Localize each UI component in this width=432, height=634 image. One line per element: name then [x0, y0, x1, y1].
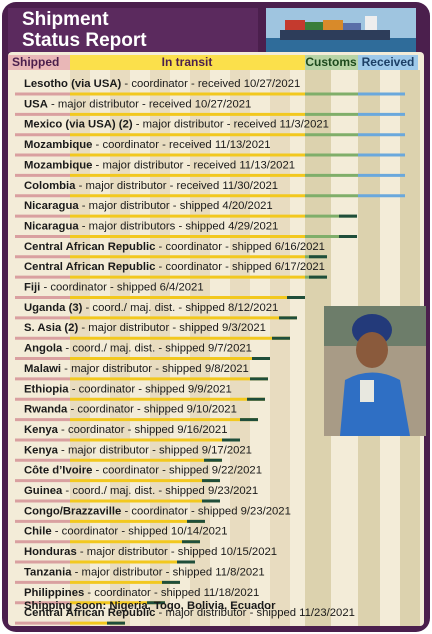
country: Chile: [24, 526, 52, 538]
detail: - major distributor - received 11/3/2021: [133, 119, 329, 131]
detail: - coordinator - shipped 9/9/2021: [69, 383, 232, 395]
detail: - coordinator - shipped 9/10/2021: [67, 404, 237, 416]
country: Tanzania: [24, 566, 72, 578]
row-text: Philippines - coordinator - shipped 11/1…: [24, 587, 259, 599]
stage-label: Shipped: [12, 55, 59, 69]
country: Central African Republic: [24, 241, 155, 253]
stage-label: Customs: [305, 55, 357, 69]
country: Uganda (3): [24, 302, 83, 314]
detail: - coordinator - shipped 9/16/2021: [58, 424, 228, 436]
country: Nicaragua: [24, 220, 79, 232]
title: Status Report: [22, 30, 147, 51]
country: Nicaragua: [24, 200, 79, 212]
detail: - major distributor - shipped 10/15/2021: [77, 546, 277, 558]
country: Ethiopia: [24, 383, 69, 395]
detail: - major distributors - shipped 4/29/2021: [79, 220, 279, 232]
row-text: Mozambique - coordinator - received 11/1…: [24, 139, 271, 151]
rows: Lesotho (via USA) - coordinator - receiv…: [15, 78, 405, 625]
stage-label: Received: [362, 55, 415, 69]
row-text: Honduras - major distributor - shipped 1…: [24, 546, 277, 558]
detail: - coordinator - shipped 10/14/2021: [52, 526, 228, 538]
row-text: Fiji - coordinator - shipped 6/4/2021: [24, 281, 204, 293]
detail: - major distributor - received 11/30/202…: [75, 180, 278, 192]
country: Angola: [24, 343, 63, 355]
detail: - coordinator - received 11/13/2021: [92, 139, 270, 151]
row-text: Lesotho (via USA) - coordinator - receiv…: [24, 78, 300, 90]
detail: - major distributor - shipped 9/17/2021: [58, 444, 252, 456]
row-text: Kenya - coordinator - shipped 9/16/2021: [24, 424, 228, 436]
country: Colombia: [24, 180, 76, 192]
country: S. Asia (2): [24, 322, 78, 334]
row-text: Tanzania - major distributor - shipped 1…: [24, 566, 265, 578]
country: Rwanda: [24, 404, 68, 416]
title-box: [8, 8, 258, 52]
row-text: Malawi - major distributor - shipped 9/8…: [24, 363, 249, 375]
row-text: Central African Republic - major distrib…: [24, 607, 355, 619]
detail: - coordinator - shipped 6/4/2021: [40, 281, 203, 293]
row-text: Guinea - coord./ maj. dist. - shipped 9/…: [24, 485, 258, 497]
detail: - major distributor - shipped 9/8/2021: [61, 363, 249, 375]
country: Lesotho (via USA): [24, 78, 122, 90]
row-text: Central African Republic - coordinator -…: [24, 261, 325, 273]
country: Mozambique: [24, 159, 92, 171]
country: Fiji: [24, 281, 40, 293]
country: Mozambique: [24, 139, 92, 151]
row-text: Uganda (3) - coord./ maj. dist. - shippe…: [24, 302, 278, 314]
row-text: Mexico (via USA) (2) - major distributor…: [24, 119, 329, 131]
ship-image: [266, 8, 416, 52]
row-text: Nicaragua - major distributor - shipped …: [24, 200, 273, 212]
row-text: Colombia - major distributor - received …: [24, 180, 278, 192]
row-text: Mozambique - major distributor - receive…: [24, 159, 295, 171]
detail: - major distributor - shipped 11/8/2021: [72, 566, 265, 578]
detail: - coordinator - shipped 9/23/2021: [121, 505, 291, 517]
footer: Shipping soon: Nigeria, Togo, Bolivia, E…: [24, 600, 276, 612]
country: Honduras: [24, 546, 77, 558]
detail: - major distributor - received 11/13/202…: [92, 159, 295, 171]
row-text: Nicaragua - major distributors - shipped…: [24, 220, 278, 232]
detail: - coord./ maj. dist. - shipped 8/12/2021: [82, 302, 278, 314]
title: Shipment: [22, 9, 109, 30]
detail: - coordinator - shipped 6/17/2021: [155, 261, 325, 273]
country: Malawi: [24, 363, 61, 375]
country: Côte d’Ivoire: [24, 465, 92, 477]
row-text: Chile - coordinator - shipped 10/14/2021: [24, 526, 227, 538]
row-text: Angola - coord./ maj. dist. - shipped 9/…: [24, 343, 252, 355]
stage-header: Shipped In transit Customs Received: [8, 55, 418, 70]
detail: - coordinator - received 10/27/2021: [121, 78, 300, 90]
detail: - coord./ maj. dist. - shipped 9/23/2021: [62, 485, 258, 497]
country: USA: [24, 98, 48, 110]
country: Central African Republic: [24, 607, 155, 619]
detail: - coord./ maj. dist. - shipped 9/7/2021: [62, 343, 252, 355]
row-text: Côte d’Ivoire - coordinator - shipped 9/…: [24, 465, 262, 477]
stage-label: In transit: [162, 55, 213, 69]
detail: - coordinator - shipped 6/16/2021: [155, 241, 325, 253]
country: Kenya: [24, 424, 59, 436]
row-text: Central African Republic - coordinator -…: [24, 241, 325, 253]
country: Kenya: [24, 444, 59, 456]
row-text: USA - major distributor - received 10/27…: [24, 98, 251, 110]
detail: - major distributor - received 10/27/202…: [48, 98, 251, 110]
row-text: Ethiopia - coordinator - shipped 9/9/202…: [24, 383, 232, 395]
row-text: Congo/Brazzaville - coordinator - shippe…: [24, 505, 291, 517]
country: Guinea: [24, 485, 63, 497]
detail: - coordinator - shipped 11/18/2021: [84, 587, 259, 599]
detail: - major distributor - shipped 11/23/2021: [155, 607, 354, 619]
country: Central African Republic: [24, 261, 155, 273]
country: Mexico (via USA) (2): [24, 119, 133, 131]
row-text: S. Asia (2) - major distributor - shippe…: [24, 322, 266, 334]
detail: - major distributor - shipped 4/20/2021: [79, 200, 273, 212]
country: Congo/Brazzaville: [24, 505, 121, 517]
detail: - coordinator - shipped 9/22/2021: [92, 465, 262, 477]
photo: [324, 306, 426, 436]
country: Philippines: [24, 587, 84, 599]
row-text: Rwanda - coordinator - shipped 9/10/2021: [24, 404, 237, 416]
detail: - major distributor - shipped 9/3/2021: [78, 322, 266, 334]
row-text: Kenya - major distributor - shipped 9/17…: [24, 444, 252, 456]
